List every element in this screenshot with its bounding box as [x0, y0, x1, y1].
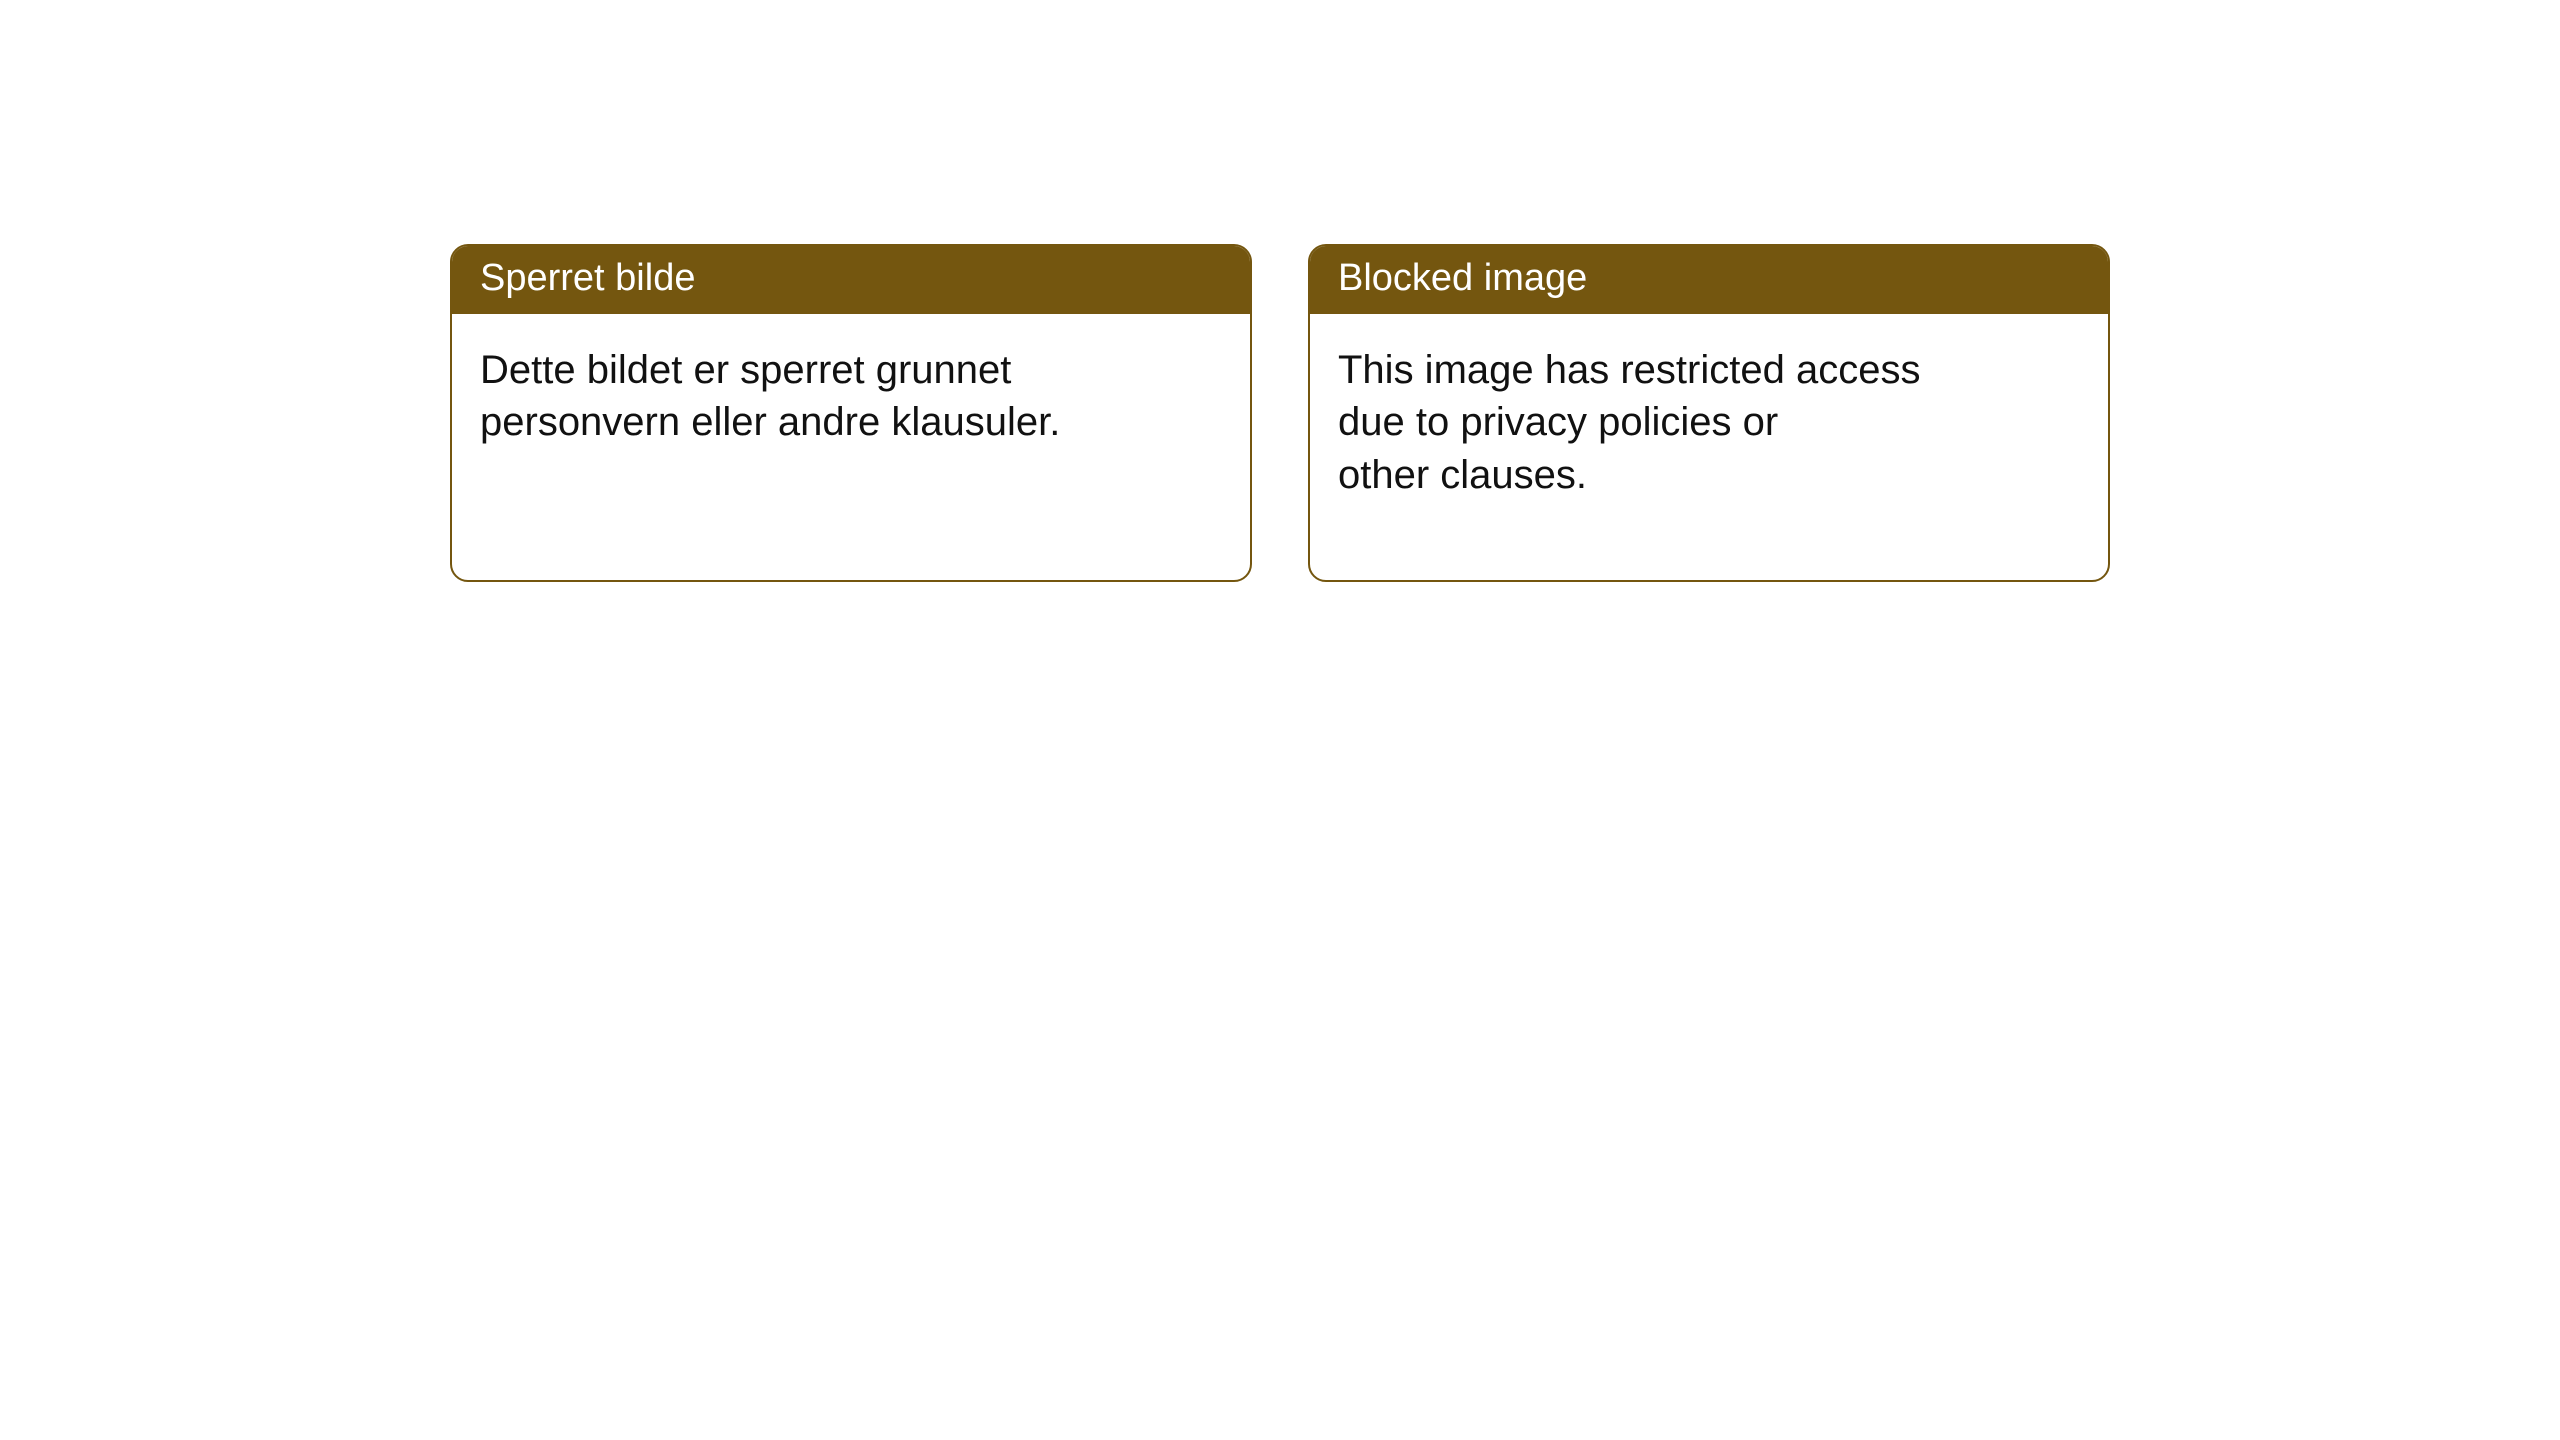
- notice-body-no: Dette bildet er sperret grunnet personve…: [452, 314, 1250, 480]
- notice-card-en: Blocked image This image has restricted …: [1308, 244, 2110, 582]
- notice-header-en: Blocked image: [1310, 246, 2108, 314]
- notice-body-en: This image has restricted access due to …: [1310, 314, 2108, 532]
- notice-card-no: Sperret bilde Dette bildet er sperret gr…: [450, 244, 1252, 582]
- notice-row: Sperret bilde Dette bildet er sperret gr…: [0, 0, 2560, 582]
- notice-header-no: Sperret bilde: [452, 246, 1250, 314]
